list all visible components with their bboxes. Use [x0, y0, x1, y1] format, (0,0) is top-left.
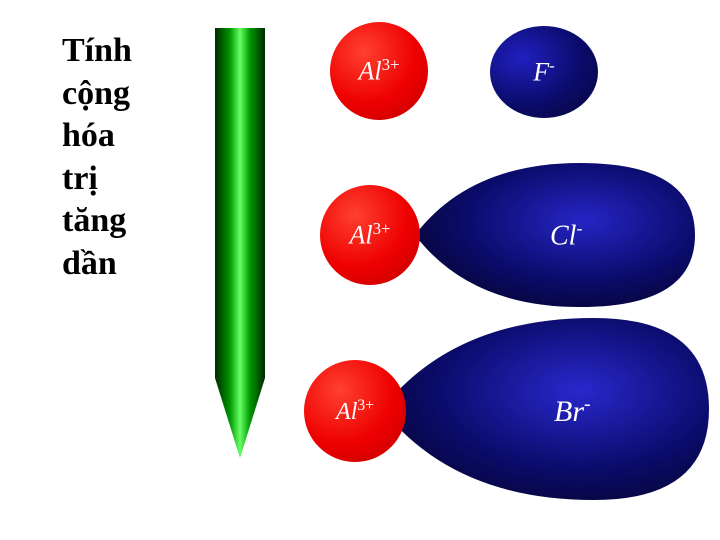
arrow-icon — [205, 28, 275, 458]
cation-label: Al3+ — [336, 397, 374, 426]
ion-sup: 3+ — [382, 55, 400, 74]
caption-line: cộng — [62, 73, 132, 116]
anion-label-br: Br- — [554, 394, 591, 429]
caption-line: tăng — [62, 200, 132, 243]
green-arrow — [205, 28, 275, 458]
ion-base: Cl — [550, 220, 576, 251]
cation-label: Al3+ — [358, 55, 399, 87]
ion-base: Al — [336, 399, 357, 425]
caption-text: Tính cộng hóa trị tăng dần — [62, 30, 132, 285]
cation-label: Al3+ — [349, 219, 390, 251]
ion-base: Al — [358, 57, 381, 86]
ion-base: Al — [349, 221, 372, 250]
ion-sup: 3+ — [357, 397, 374, 414]
ion-row-1: Al3+ — [330, 22, 428, 120]
ion-sup: 3+ — [373, 219, 391, 238]
ion-sup: - — [549, 56, 555, 75]
anion-label: F- — [533, 56, 555, 88]
caption-line: hóa — [62, 115, 132, 158]
cation-al-3: Al3+ — [304, 360, 406, 462]
cation-al-2: Al3+ — [320, 185, 420, 285]
anion-label-cl: Cl- — [550, 218, 583, 252]
ion-row-2: Al3+ Cl- — [320, 160, 700, 310]
caption-line: trị — [62, 158, 132, 201]
caption-line: Tính — [62, 30, 132, 73]
ion-row-3: Al3+ Br- — [304, 318, 714, 503]
ion-base: F — [533, 58, 549, 87]
caption-line: dần — [62, 243, 132, 286]
ion-row-1-anion: F- — [490, 26, 598, 118]
ion-sup: - — [576, 218, 582, 238]
ion-sup: - — [584, 394, 591, 415]
anion-f: F- — [490, 26, 598, 118]
ion-base: Br — [554, 395, 584, 428]
cation-al: Al3+ — [330, 22, 428, 120]
